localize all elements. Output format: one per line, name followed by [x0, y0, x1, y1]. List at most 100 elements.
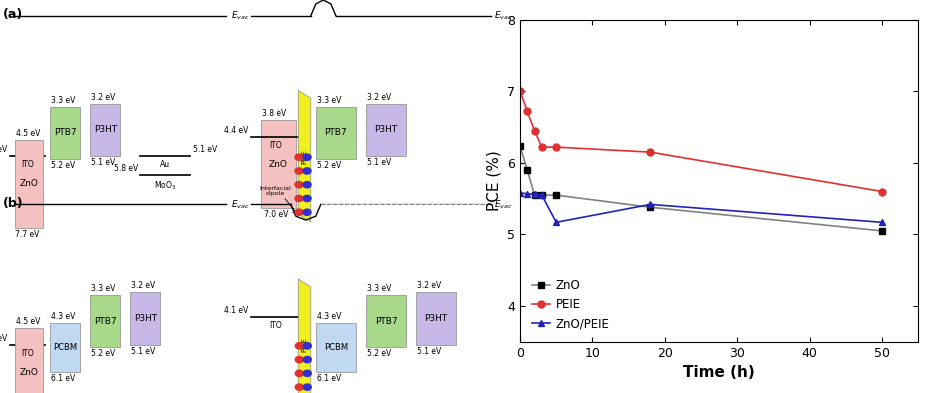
- Text: 7.0 eV: 7.0 eV: [263, 210, 287, 219]
- Text: 5.1 eV: 5.1 eV: [367, 158, 391, 167]
- PEIE: [875, 189, 886, 194]
- X-axis label: Time (h): Time (h): [682, 365, 754, 380]
- ZnO: [875, 229, 886, 233]
- Text: 5.2 eV: 5.2 eV: [51, 161, 75, 170]
- Text: $E_{vac}$: $E_{vac}$: [230, 9, 249, 22]
- Text: 5.1 eV: 5.1 eV: [131, 347, 155, 356]
- Circle shape: [302, 195, 311, 202]
- Line: ZnO/PEIE: ZnO/PEIE: [516, 189, 885, 226]
- ZnO: [535, 193, 547, 197]
- Text: 3.2 eV: 3.2 eV: [417, 281, 441, 290]
- Text: PTB7: PTB7: [374, 317, 397, 326]
- Bar: [15, 328, 42, 393]
- Text: P3HT: P3HT: [424, 314, 447, 323]
- PEIE: [514, 89, 525, 94]
- Line: PEIE: PEIE: [516, 88, 885, 195]
- Text: PCBM: PCBM: [324, 343, 347, 352]
- Circle shape: [295, 154, 302, 160]
- Text: ZnO: ZnO: [20, 368, 38, 376]
- ZnO/PEIE: [550, 220, 562, 225]
- Text: (a): (a): [3, 8, 22, 21]
- Text: $E_{vac}$: $E_{vac}$: [493, 198, 512, 211]
- Line: ZnO: ZnO: [516, 143, 885, 234]
- Bar: [130, 292, 160, 345]
- Text: 3.2 eV: 3.2 eV: [367, 93, 391, 102]
- Bar: [366, 295, 405, 347]
- Bar: [315, 107, 356, 159]
- ZnO: [550, 193, 562, 197]
- ZnO: [521, 168, 533, 173]
- Text: 4.5 eV: 4.5 eV: [16, 317, 40, 326]
- Circle shape: [303, 370, 311, 376]
- Text: 6.1 eV: 6.1 eV: [316, 374, 341, 383]
- Text: ITO: ITO: [269, 321, 282, 330]
- Text: 4.3 eV: 4.3 eV: [51, 312, 76, 321]
- Text: 4.4 eV: 4.4 eV: [224, 126, 248, 135]
- PEIE: [521, 109, 533, 114]
- ZnO/PEIE: [528, 192, 539, 197]
- Circle shape: [295, 384, 303, 390]
- Text: PTB7: PTB7: [94, 317, 116, 326]
- Text: PCBM: PCBM: [53, 343, 77, 352]
- ZnO: [644, 205, 655, 209]
- Text: 6.1 eV: 6.1 eV: [51, 374, 75, 383]
- PEIE: [535, 145, 547, 149]
- Text: 3.3 eV: 3.3 eV: [91, 284, 115, 293]
- Text: PEIE: PEIE: [301, 338, 307, 352]
- Circle shape: [295, 356, 303, 363]
- Text: ZnO: ZnO: [269, 160, 287, 169]
- Bar: [416, 292, 456, 345]
- Bar: [90, 104, 120, 156]
- Circle shape: [295, 182, 302, 188]
- PEIE: [528, 128, 539, 133]
- Text: 5.1 eV: 5.1 eV: [0, 334, 7, 343]
- Circle shape: [295, 209, 302, 215]
- Legend: ZnO, PEIE, ZnO/PEIE: ZnO, PEIE, ZnO/PEIE: [525, 274, 615, 336]
- Text: 5.1 eV: 5.1 eV: [417, 347, 441, 356]
- Circle shape: [303, 384, 311, 390]
- Text: $E_{vac}$: $E_{vac}$: [230, 198, 249, 211]
- ZnO/PEIE: [875, 220, 886, 225]
- PEIE: [550, 145, 562, 149]
- Text: ITO: ITO: [269, 141, 282, 150]
- Circle shape: [302, 209, 311, 215]
- Text: 7.7 eV: 7.7 eV: [15, 230, 39, 239]
- Circle shape: [302, 154, 311, 160]
- Bar: [315, 323, 356, 372]
- Polygon shape: [298, 90, 311, 222]
- Text: 3.8 eV: 3.8 eV: [261, 109, 285, 118]
- Text: PEIE: PEIE: [301, 149, 307, 163]
- Bar: [366, 104, 405, 156]
- Circle shape: [303, 356, 311, 363]
- Text: 3.3 eV: 3.3 eV: [51, 95, 76, 105]
- Text: (b): (b): [3, 196, 23, 209]
- Text: 4.5 eV: 4.5 eV: [16, 129, 40, 138]
- Polygon shape: [298, 279, 311, 393]
- ZnO/PEIE: [644, 202, 655, 207]
- Bar: [51, 107, 80, 159]
- ZnO: [514, 144, 525, 149]
- Bar: [51, 323, 80, 372]
- Text: ITO: ITO: [22, 160, 34, 169]
- Text: $E_{vac}$: $E_{vac}$: [493, 9, 512, 22]
- Bar: [260, 120, 296, 208]
- Text: 5.1 eV: 5.1 eV: [91, 158, 115, 167]
- Text: 4.3 eV: 4.3 eV: [316, 312, 341, 321]
- Text: Au: Au: [160, 160, 170, 169]
- Text: 4.1 eV: 4.1 eV: [224, 306, 248, 315]
- Text: 5.1 eV: 5.1 eV: [193, 145, 217, 154]
- Text: 5.2 eV: 5.2 eV: [91, 349, 115, 358]
- Text: MoO$_3$: MoO$_3$: [154, 179, 176, 192]
- Text: 5.1 eV: 5.1 eV: [0, 145, 7, 154]
- Circle shape: [303, 343, 311, 349]
- ZnO/PEIE: [514, 191, 525, 195]
- Circle shape: [295, 168, 302, 174]
- Text: 5.2 eV: 5.2 eV: [316, 161, 341, 170]
- ZnO: [528, 193, 539, 197]
- Y-axis label: PCE (%): PCE (%): [486, 151, 501, 211]
- Text: 5.2 eV: 5.2 eV: [367, 349, 391, 358]
- ZnO/PEIE: [521, 191, 533, 196]
- Text: 5.8 eV: 5.8 eV: [113, 164, 138, 173]
- Circle shape: [295, 343, 303, 349]
- Text: Interfacial
dipole: Interfacial dipole: [259, 186, 291, 196]
